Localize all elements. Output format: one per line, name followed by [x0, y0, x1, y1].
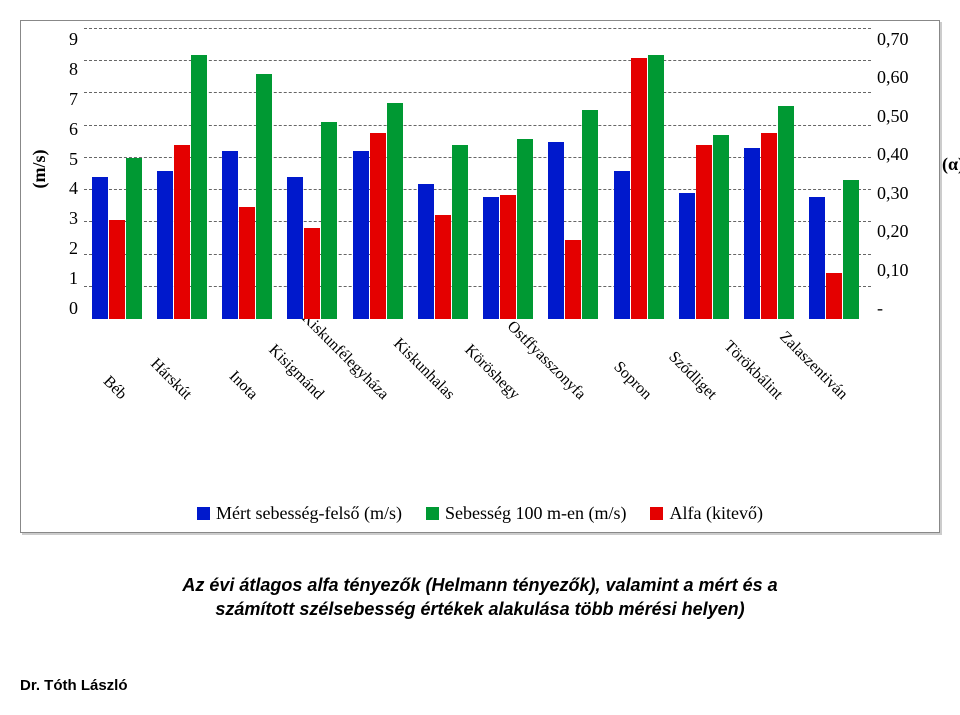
bar-sebesseg	[778, 106, 794, 319]
legend-item: Sebesség 100 m-en (m/s)	[426, 503, 626, 524]
caption-line: számított szélsebesség értékek alakulása…	[215, 599, 744, 619]
bar-alfa	[304, 228, 320, 319]
caption-line: Az évi átlagos alfa tényezők (Helmann té…	[182, 575, 777, 595]
bar-alfa	[696, 145, 712, 319]
y-left-tick: 0	[29, 298, 78, 319]
y-right-tick: 0,10	[877, 260, 931, 281]
bar-sebesseg	[256, 74, 272, 319]
bar-alfa	[826, 273, 842, 319]
bar-mert	[614, 171, 630, 319]
bar-group	[737, 29, 802, 319]
y-left-tick: 4	[29, 178, 78, 199]
y-right-tick: -	[877, 298, 931, 319]
bar-sebesseg	[713, 135, 729, 319]
y-right-axis-label: (α)	[942, 154, 960, 175]
legend-label: Alfa (kitevő)	[669, 503, 762, 524]
y-left-tick: 7	[29, 89, 78, 110]
footer-author: Dr. Tóth László	[20, 677, 940, 694]
bar-alfa	[109, 220, 125, 319]
y-left-tick: 8	[29, 59, 78, 80]
bar-group	[476, 29, 541, 319]
legend-item: Alfa (kitevő)	[650, 503, 762, 524]
y-left-tick: 5	[29, 149, 78, 170]
bar-mert	[744, 148, 760, 319]
bar-group	[345, 29, 410, 319]
x-label: Zalaszentiván	[805, 389, 871, 499]
bar-mert	[92, 177, 108, 319]
bar-mert	[679, 193, 695, 319]
bar-mert	[548, 142, 564, 319]
x-axis-labels: BébHárskútInotaKisigmándKiskunfélegyháza…	[29, 389, 931, 499]
bar-alfa	[565, 240, 581, 319]
y-right-tick: 0,30	[877, 183, 931, 204]
bar-mert	[222, 151, 238, 319]
y-right-tick: 0,40	[877, 144, 931, 165]
x-label: Inota	[215, 389, 281, 499]
bar-group	[215, 29, 280, 319]
legend-swatch	[426, 507, 439, 520]
y-right-tick: 0,20	[877, 221, 931, 242]
caption: Az évi átlagos alfa tényezők (Helmann té…	[60, 573, 900, 622]
bar-mert	[418, 184, 434, 319]
bar-alfa	[435, 215, 451, 319]
bar-sebesseg	[843, 180, 859, 319]
bar-groups	[84, 29, 871, 319]
legend: Mért sebesség-felső (m/s) Sebesség 100 m-…	[29, 499, 931, 524]
bar-alfa	[239, 207, 255, 319]
bar-sebesseg	[648, 55, 664, 319]
bar-alfa	[500, 195, 516, 319]
x-label: Ostffyasszonyfa	[543, 389, 609, 499]
bar-mert	[353, 151, 369, 319]
x-label: Sopron	[609, 389, 675, 499]
bar-group	[84, 29, 149, 319]
legend-label: Sebesség 100 m-en (m/s)	[445, 503, 626, 524]
bar-group	[410, 29, 475, 319]
bar-group	[149, 29, 214, 319]
y-right-axis: 0,70 0,60 0,50 0,40 0,30 0,20 0,10 -	[871, 29, 931, 319]
legend-item: Mért sebesség-felső (m/s)	[197, 503, 402, 524]
bar-group	[671, 29, 736, 319]
x-label: Kisigmánd	[281, 389, 347, 499]
y-left-tick: 6	[29, 119, 78, 140]
bar-alfa	[370, 133, 386, 319]
bar-sebesseg	[321, 122, 337, 319]
bar-group	[802, 29, 867, 319]
y-left-tick: 3	[29, 208, 78, 229]
legend-swatch	[197, 507, 210, 520]
plot-area	[84, 29, 871, 319]
bar-sebesseg	[387, 103, 403, 319]
legend-swatch	[650, 507, 663, 520]
chart-container: (m/s) 9876543210 0,700,600,500,400,300,2…	[20, 20, 940, 533]
bar-sebesseg	[452, 145, 468, 319]
bar-mert	[483, 197, 499, 319]
x-label: Törökbálint	[740, 389, 806, 499]
bar-alfa	[761, 133, 777, 319]
x-label: Kiskunfélegyháza	[346, 389, 412, 499]
y-left-tick: 1	[29, 268, 78, 289]
y-left-tick: 9	[29, 29, 78, 50]
bar-alfa	[174, 145, 190, 319]
bar-group	[280, 29, 345, 319]
bar-group	[606, 29, 671, 319]
x-label: Köröshegy	[477, 389, 543, 499]
bar-alfa	[631, 58, 647, 319]
x-label: Hárskút	[150, 389, 216, 499]
y-left-axis: 9 8 7 6 5 4 3 2 1 0	[29, 29, 84, 319]
x-label: Béb	[84, 389, 150, 499]
bar-sebesseg	[582, 110, 598, 319]
y-left-tick: 2	[29, 238, 78, 259]
legend-label: Mért sebesség-felső (m/s)	[216, 503, 402, 524]
x-label: Sződliget	[674, 389, 740, 499]
y-right-tick: 0,70	[877, 29, 931, 50]
bar-sebesseg	[517, 139, 533, 319]
bar-mert	[287, 177, 303, 319]
bar-mert	[157, 171, 173, 319]
bar-mert	[809, 197, 825, 319]
y-right-tick: 0,50	[877, 106, 931, 127]
y-right-tick: 0,60	[877, 67, 931, 88]
bar-group	[541, 29, 606, 319]
bar-sebesseg	[126, 158, 142, 319]
x-label: Kiskunhalas	[412, 389, 478, 499]
bar-sebesseg	[191, 55, 207, 319]
